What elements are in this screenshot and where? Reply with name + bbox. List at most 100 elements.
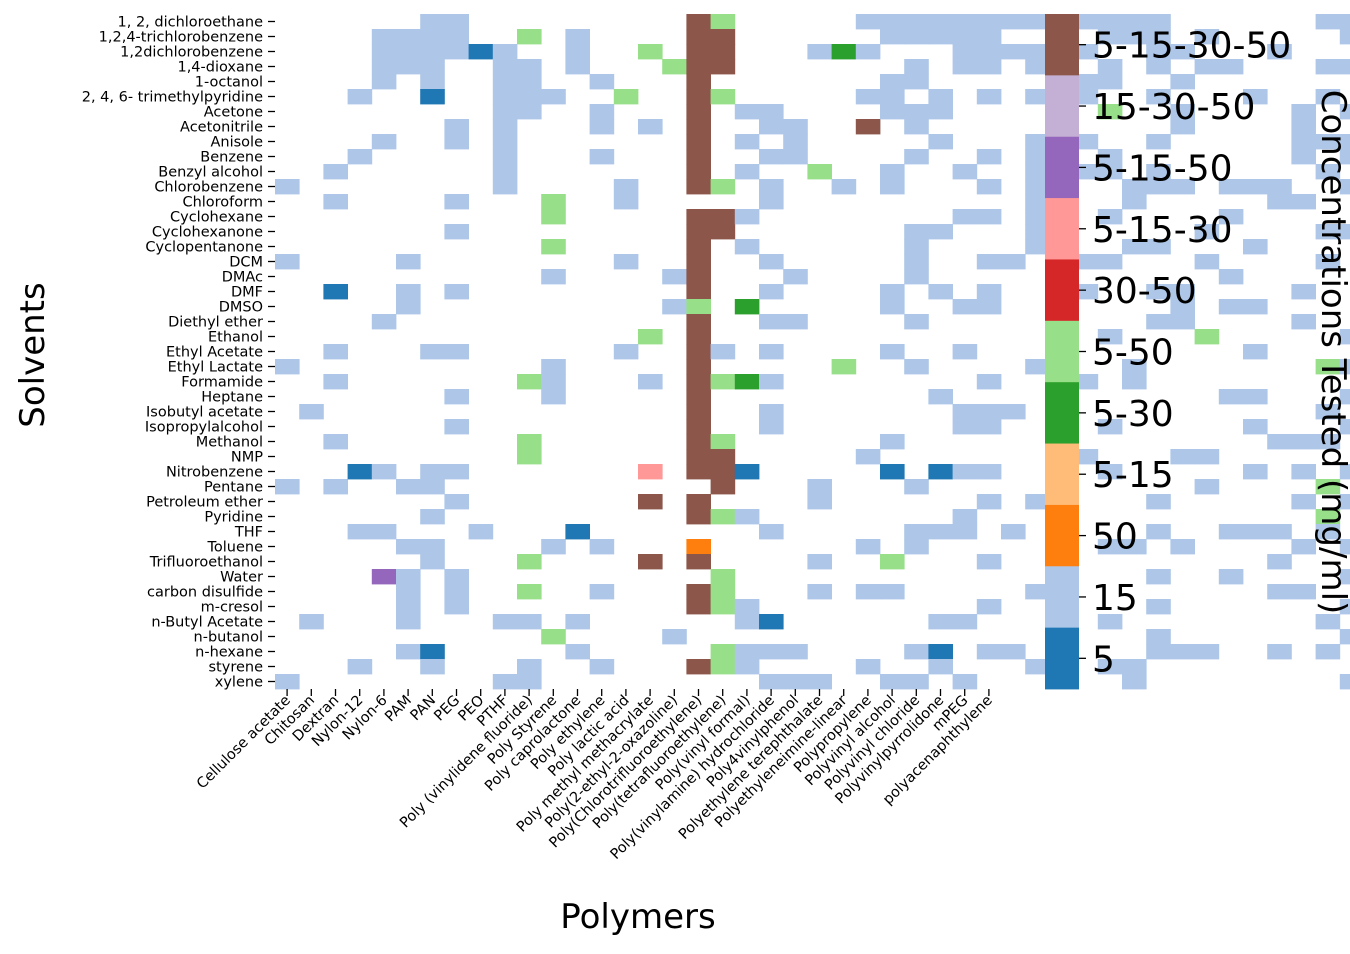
y-axis-label: Solvents (13, 282, 53, 427)
y-tick-label: Water (220, 570, 263, 586)
heatmap-cell (880, 344, 905, 360)
heatmap-cell (1243, 464, 1268, 480)
y-tick-label: Isopropylalcohol (145, 420, 263, 436)
heatmap-cell (444, 134, 469, 150)
heatmap-cell (396, 644, 421, 660)
heatmap-cell (1339, 224, 1350, 240)
heatmap-cell (686, 434, 711, 450)
heatmap-cell (1073, 74, 1099, 90)
heatmap-cell (1339, 134, 1350, 150)
heatmap-cell (517, 89, 542, 105)
heatmap-cell (759, 419, 784, 435)
heatmap-cell (759, 344, 784, 360)
heatmap-cell (976, 464, 1002, 480)
heatmap-cell (1146, 494, 1171, 510)
heatmap-cell (444, 389, 469, 405)
colorbar-band (1045, 75, 1079, 138)
heatmap-cell (734, 599, 760, 615)
y-tick-label: styrene (209, 660, 264, 676)
heatmap-cell (1218, 299, 1244, 315)
heatmap-cell (976, 89, 1002, 105)
heatmap-cell (1097, 329, 1123, 345)
heatmap-cell (1001, 44, 1026, 60)
y-tick-label: Pentane (204, 480, 263, 496)
heatmap-cell (686, 599, 711, 615)
heatmap-cell (928, 89, 953, 105)
heatmap-cell (1315, 434, 1341, 450)
heatmap-cell (1025, 659, 1050, 675)
colorbar-band (1045, 443, 1079, 506)
heatmap-cell (1339, 359, 1350, 375)
heatmap-cell (1339, 29, 1350, 45)
heatmap-cell (904, 149, 929, 165)
heatmap-cell (444, 464, 469, 480)
colorbar-tick-label: 5-50 (1092, 333, 1174, 374)
heatmap-cell (1025, 584, 1050, 600)
x-axis-ticks: Cellulose acetateChitosanDextranNylon-12… (194, 689, 996, 863)
colorbar-band (1045, 627, 1079, 690)
heatmap-cell (638, 554, 663, 570)
heatmap-cell (1073, 254, 1099, 270)
heatmap-cell (1315, 224, 1341, 240)
heatmap-cell (396, 539, 421, 555)
heatmap-cell (444, 44, 469, 60)
heatmap-cell (880, 299, 905, 315)
colorbar-band (1045, 566, 1079, 629)
heatmap-cell (492, 74, 518, 90)
heatmap-cell (734, 644, 760, 660)
heatmap-cell (904, 254, 929, 270)
heatmap-cell (710, 224, 736, 240)
heatmap-cell (807, 44, 832, 60)
heatmap-cell (1025, 59, 1050, 75)
heatmap-cell (1146, 44, 1171, 60)
heatmap-cell (541, 374, 566, 390)
heatmap-cell (928, 389, 953, 405)
heatmap-cell (1146, 164, 1171, 180)
heatmap-cell (1339, 464, 1350, 480)
y-axis-ticks: 1, 2, dichloroethane1,2,4-trichlorobenze… (82, 15, 275, 691)
heatmap-cell (613, 179, 639, 195)
heatmap-cell (880, 674, 905, 690)
y-tick-label: NMP (231, 450, 263, 466)
heatmap-cell (396, 44, 421, 60)
heatmap-cell (299, 404, 324, 420)
heatmap-cell (904, 14, 929, 30)
colorbar-band (1045, 14, 1079, 76)
heatmap-cell (686, 119, 711, 135)
heatmap-cell (1339, 569, 1350, 585)
heatmap-cell (323, 374, 348, 390)
heatmap-cell (1315, 254, 1341, 270)
heatmap-cell (880, 584, 905, 600)
heatmap-cell (1194, 254, 1220, 270)
heatmap-cell (1339, 629, 1350, 645)
heatmap-cell (759, 614, 784, 630)
heatmap-cell (492, 44, 518, 60)
heatmap-cell (444, 494, 469, 510)
colorbar (1045, 14, 1079, 690)
heatmap-cell (855, 14, 881, 30)
heatmap-cell (1218, 59, 1244, 75)
heatmap-cell (734, 299, 760, 315)
y-tick-label: Cyclohexane (170, 210, 263, 226)
heatmap-cell (1073, 374, 1099, 390)
heatmap-cell (1122, 239, 1147, 255)
y-tick-label: Nitrobenzene (166, 465, 263, 481)
heatmap-cell (1097, 74, 1123, 90)
heatmap-cell (420, 509, 445, 525)
y-tick-label: Ethyl Lactate (168, 360, 263, 376)
y-tick-label: Formamide (181, 375, 263, 391)
heatmap-cell (1097, 59, 1123, 75)
heatmap-cell (323, 479, 348, 495)
heatmap-cell (1146, 599, 1171, 615)
heatmap-cell (1025, 359, 1050, 375)
heatmap-cell (710, 434, 736, 450)
heatmap-cell (444, 284, 469, 300)
heatmap-cell (928, 659, 953, 675)
heatmap-cell (662, 59, 687, 75)
heatmap-cell (952, 44, 978, 60)
heatmap-cell (541, 359, 566, 375)
heatmap-cell (904, 119, 929, 135)
heatmap-cell (976, 179, 1002, 195)
heatmap-cell (904, 539, 929, 555)
y-tick-label: 2, 4, 6- trimethylpyridine (82, 90, 263, 106)
